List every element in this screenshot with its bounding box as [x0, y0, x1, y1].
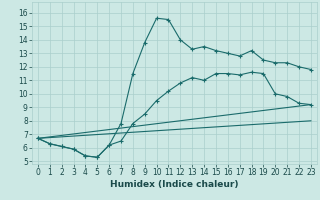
X-axis label: Humidex (Indice chaleur): Humidex (Indice chaleur) [110, 180, 239, 189]
